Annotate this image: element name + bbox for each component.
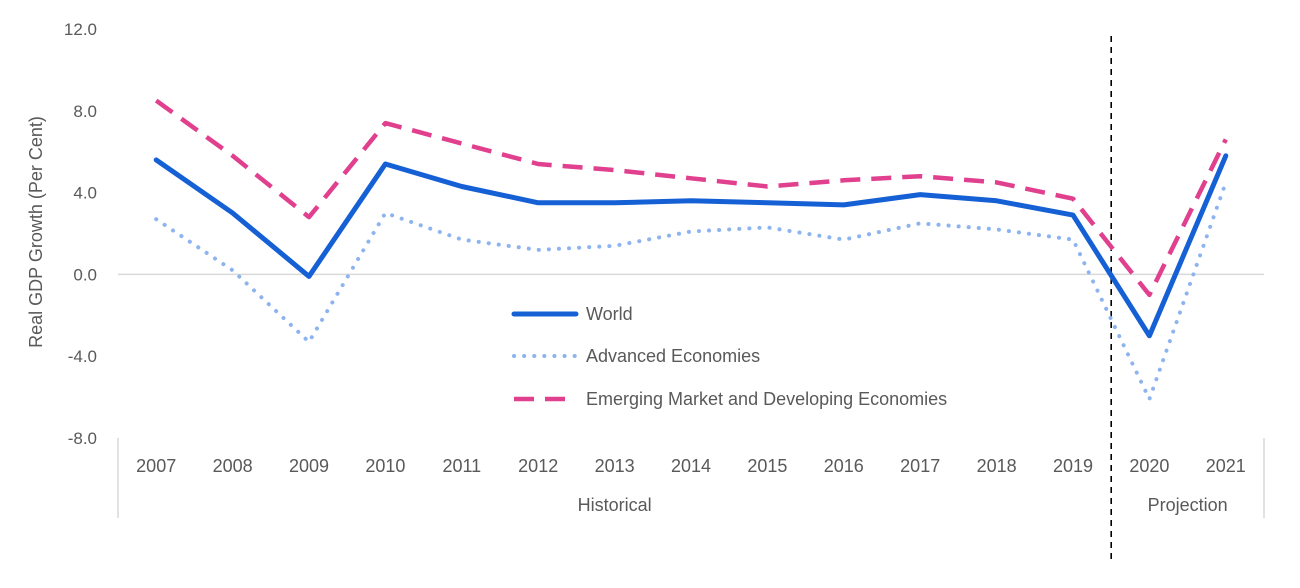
x-tick-label: 2009 xyxy=(289,456,329,476)
series-layer xyxy=(153,98,1229,402)
series-line xyxy=(154,98,1228,298)
x-tick-label: 2019 xyxy=(1053,456,1093,476)
group-label: Historical xyxy=(578,495,652,515)
x-tick-label: 2014 xyxy=(671,456,711,476)
y-tick-label: 0.0 xyxy=(73,265,97,284)
x-tick-label: 2012 xyxy=(518,456,558,476)
x-tick-label: 2008 xyxy=(213,456,253,476)
series-line xyxy=(154,180,1228,402)
legend-label: Emerging Market and Developing Economies xyxy=(586,389,947,409)
x-tick-label: 2018 xyxy=(977,456,1017,476)
axes: -8.0 -4.0 0.0 4.0 8.0 12.0 2007 2008 2009 2010 201… xyxy=(64,20,1265,560)
y-tick-label: -8.0 xyxy=(68,429,97,448)
group-label: Projection xyxy=(1148,495,1228,515)
legend: World Advanced Economies Emerging Market a… xyxy=(511,304,947,409)
y-tick-label: 8.0 xyxy=(73,102,97,121)
x-tick-label: 2013 xyxy=(595,456,635,476)
x-tick-label: 2010 xyxy=(365,456,405,476)
legend-label: World xyxy=(586,304,633,324)
y-tick-label: 12.0 xyxy=(64,20,97,39)
y-axis-label: Real GDP Growth (Per Cent) xyxy=(26,116,46,348)
x-tick-label: 2015 xyxy=(747,456,787,476)
x-tick-label: 2017 xyxy=(900,456,940,476)
y-tick-label: 4.0 xyxy=(73,184,97,203)
x-tick-label: 2020 xyxy=(1129,456,1169,476)
x-tick-label: 2007 xyxy=(136,456,176,476)
y-tick-label: -4.0 xyxy=(68,347,97,366)
legend-label: Advanced Economies xyxy=(586,346,760,366)
x-tick-label: 2011 xyxy=(442,456,481,476)
series-line xyxy=(153,153,1229,339)
x-tick-label: 2016 xyxy=(824,456,864,476)
x-tick-label: 2021 xyxy=(1206,456,1246,476)
